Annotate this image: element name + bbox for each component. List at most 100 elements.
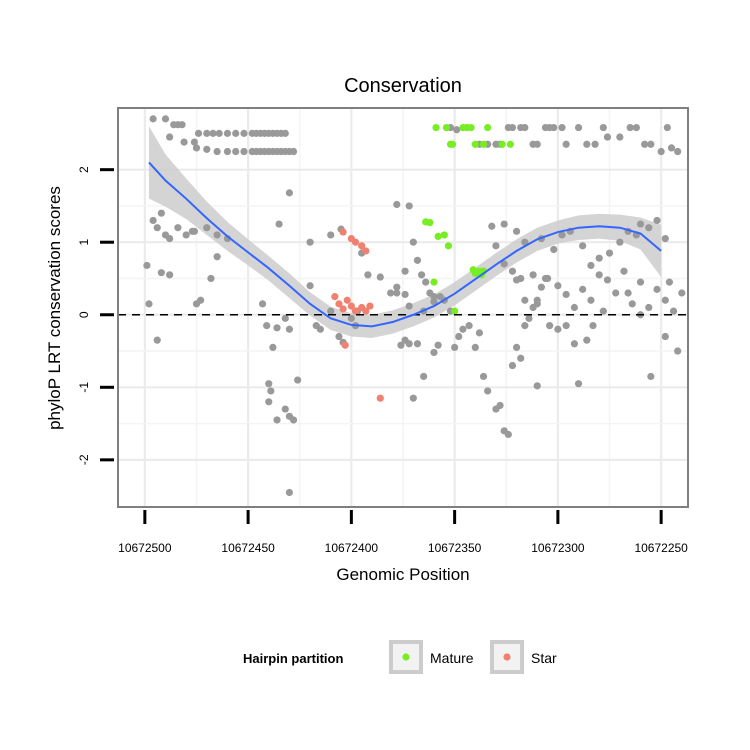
data-point-other [595,254,603,262]
data-point-other [269,343,277,351]
data-point-other [376,273,384,281]
data-point-mature [498,140,506,148]
data-point-other [533,140,541,148]
data-point-other [661,332,669,341]
y-tick-label: -2 [77,454,91,465]
data-point-other [533,382,541,390]
legend-item-star: Star [490,640,557,674]
x-tick-label: 10672350 [428,541,482,555]
x-tick-label: 10672250 [634,541,688,555]
data-point-other [192,144,201,152]
data-point-other [595,271,603,279]
data-point-other [451,343,459,351]
data-point-other [420,372,428,381]
data-point-other [647,372,655,381]
legend-swatch-mature [402,653,410,661]
data-point-other [203,145,211,153]
data-point-mature [442,123,450,132]
data-point-mature [426,219,434,227]
data-point-other [591,140,599,148]
data-point-star [358,242,366,250]
x-tick-label: 10672300 [531,541,585,555]
data-point-other [603,276,612,284]
data-point-other [397,341,405,349]
data-point-other [471,343,479,351]
data-point-other [258,300,267,308]
x-tick-label: 10672400 [325,541,379,555]
data-point-other [587,261,595,270]
data-point-other [197,296,205,304]
data-point-star [331,293,339,301]
data-point-star [362,247,370,255]
data-point-star [339,228,347,236]
data-point-other [213,253,221,261]
data-point-mature [479,140,488,148]
data-point-mature [471,140,479,148]
data-point-other [475,329,484,337]
data-point-other [674,147,682,156]
data-point-other [166,271,174,279]
data-point-other [550,123,558,132]
data-point-mature [467,123,475,132]
data-point-other [166,234,174,243]
data-point-other [616,133,624,141]
data-point-other [409,238,417,246]
data-point-other [174,224,182,232]
data-point-other [653,285,661,293]
data-point-other [570,340,579,348]
data-point-other [422,278,430,286]
data-point-other [626,123,634,132]
data-point-other [430,298,438,306]
data-point-other [558,231,566,239]
data-point-other [543,274,552,283]
data-point-other [393,200,401,209]
data-point-other [669,307,678,315]
data-point-star [362,307,370,315]
data-point-other [166,133,174,141]
data-point-other [492,242,500,250]
data-point-other [641,140,649,148]
data-point-other [267,387,275,395]
data-point-other [149,115,157,123]
data-point-other [647,140,655,148]
data-point-other [583,140,591,148]
data-point-other [579,285,587,293]
legend-item-mature: Mature [389,640,474,674]
data-point-other [479,372,488,381]
data-point-mature [484,123,492,132]
data-point-other [161,115,170,123]
data-point-other [178,121,186,129]
y-axis: -2 -1 0 1 2 [77,166,114,465]
data-point-other [521,296,529,304]
data-point-star [376,394,384,402]
data-point-other [223,147,232,156]
data-point-other [316,325,324,333]
data-point-other [364,271,372,279]
data-point-other [393,283,401,291]
data-point-other [232,129,240,137]
legend-label-mature: Mature [430,650,474,666]
data-point-other [562,140,570,148]
data-point-other [275,220,283,228]
data-point-other [180,138,188,146]
data-point-other [409,394,417,402]
points-mature [422,123,514,315]
data-point-other [213,147,221,156]
data-point-other [645,303,653,312]
data-point-other [554,282,562,290]
data-point-other [281,129,289,137]
data-point-other [521,123,529,132]
data-point-other [405,202,413,210]
data-point-other [589,322,597,330]
data-point-other [661,296,669,304]
data-point-other [401,267,409,275]
data-point-mature [430,278,438,286]
data-point-other [207,274,215,283]
data-point-other [663,123,671,132]
data-point-mature [444,242,453,250]
x-axis: 10672500 10672450 10672400 10672350 10672300… [118,510,688,555]
data-point-other [153,224,161,232]
data-point-other [678,289,686,297]
data-point-other [533,300,541,308]
data-point-other [285,325,294,333]
